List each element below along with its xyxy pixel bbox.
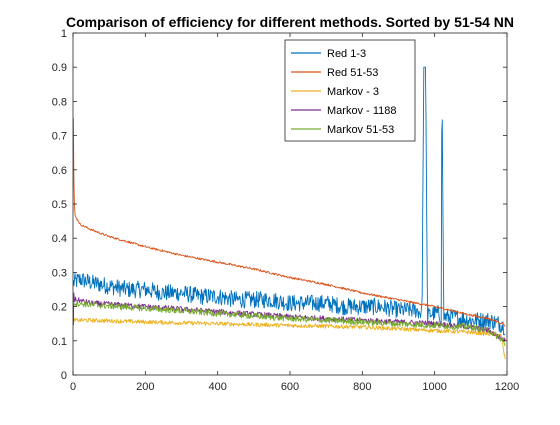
x-tick-label: 200 <box>136 381 154 393</box>
y-tick-label: 0.6 <box>52 165 67 177</box>
legend-label: Markov - 3 <box>327 86 379 98</box>
y-tick-label: 0.5 <box>52 199 67 211</box>
y-tick-label: 0 <box>61 370 67 382</box>
legend-label: Red 1-3 <box>327 48 366 60</box>
y-tick-label: 0.3 <box>52 267 67 279</box>
y-tick-label: 0.8 <box>52 96 67 108</box>
axes-group: 0 200 400 600 800 1000 1200 0 0.1 0.2 0.3 0.4 0.5 0.6… <box>52 28 520 393</box>
x-tick-label: 0 <box>70 381 76 393</box>
series-group <box>73 66 506 360</box>
legend-label: Red 51-53 <box>327 67 378 79</box>
y-tick-label: 0.2 <box>52 302 67 314</box>
series-line-5 <box>73 300 506 347</box>
y-tick-label: 0.9 <box>52 62 67 74</box>
y-tick-label: 0.1 <box>52 336 67 348</box>
x-tick-label: 600 <box>281 381 299 393</box>
x-tick-label: 1200 <box>495 381 519 393</box>
y-tick-label: 1 <box>61 28 67 40</box>
x-tick-label: 400 <box>208 381 226 393</box>
x-tick-label: 1000 <box>422 381 446 393</box>
series-line-3 <box>73 317 506 360</box>
series-line-1 <box>73 66 506 336</box>
legend-label: Markov 51-53 <box>327 124 394 136</box>
series-line-2 <box>73 118 506 327</box>
chart-title: Comparison of efficiency for different m… <box>66 14 514 30</box>
x-tick-label: 800 <box>353 381 371 393</box>
y-tick-label: 0.4 <box>52 233 67 245</box>
y-tick-label: 0.7 <box>52 131 67 143</box>
legend-label: Markov - 1188 <box>327 105 397 117</box>
legend: Red 1-3 Red 51-53 Markov - 3 Markov - 1188 M… <box>284 39 416 142</box>
